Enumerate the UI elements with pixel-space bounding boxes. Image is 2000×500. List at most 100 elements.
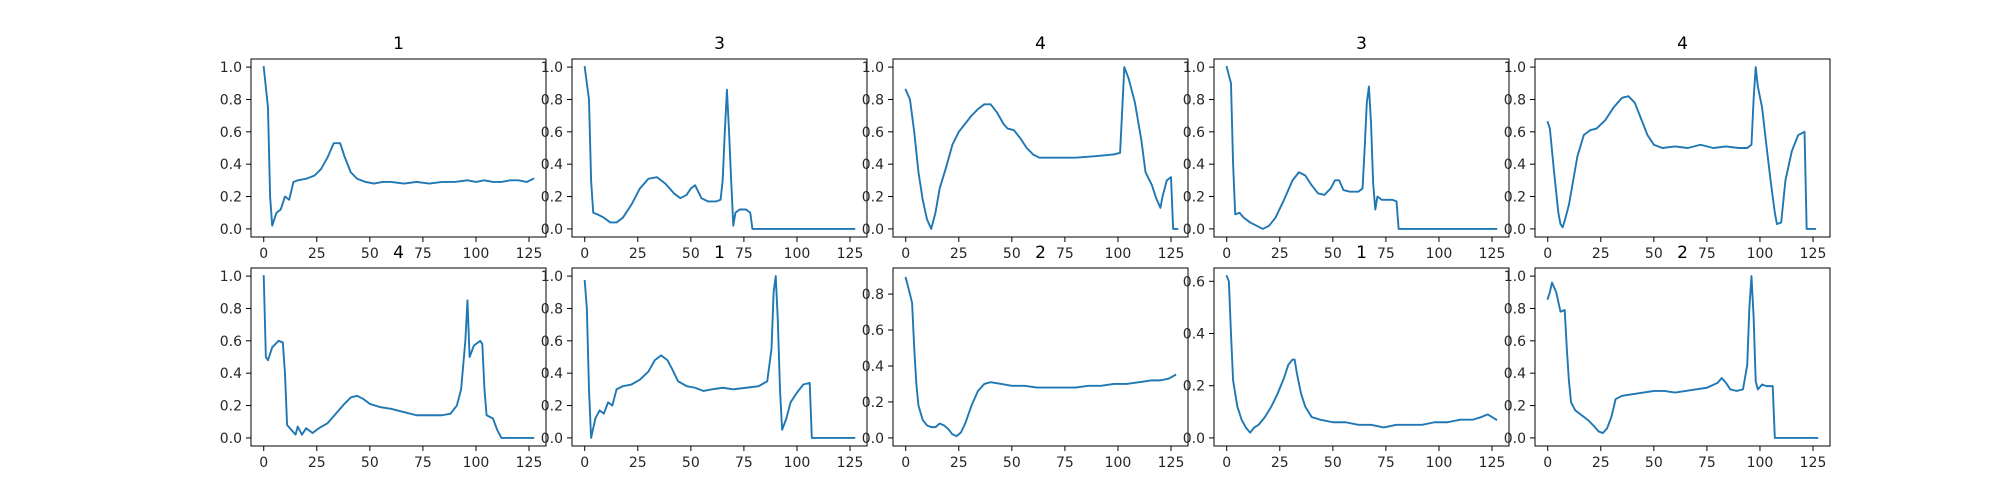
x-tick-label: 125 — [516, 455, 543, 471]
y-tick-label: 0.0 — [541, 222, 563, 238]
y-tick-label: 0.2 — [220, 399, 242, 415]
x-tick-label: 100 — [1426, 455, 1453, 471]
y-tick-label: 0.8 — [220, 301, 242, 317]
series-line — [1225, 274, 1498, 434]
subplot-title: 4 — [393, 243, 404, 263]
axes-frame — [892, 267, 1189, 447]
subplot-3: 0 25 50 75 100 125 0.0 0.2 0.4 0.6 0.8 1.0 4 — [862, 34, 1189, 262]
series-line — [583, 66, 856, 230]
y-tick-label: 1.0 — [541, 269, 563, 285]
x-tick-label: 75 — [414, 246, 432, 262]
y-tick-label: 0.0 — [1183, 431, 1205, 447]
axes-frame — [1534, 267, 1831, 447]
x-tick-label: 25 — [1271, 246, 1289, 262]
series-line — [583, 275, 856, 439]
x-tick-label: 125 — [837, 246, 864, 262]
subplot-title: 4 — [1035, 34, 1046, 54]
y-tick-label: 0.8 — [862, 287, 884, 303]
y-tick-label: 0.0 — [220, 431, 242, 447]
y-tick-label: 1.0 — [220, 60, 242, 76]
x-tick-label: 25 — [629, 455, 647, 471]
y-tick-label: 0.2 — [220, 190, 242, 206]
y-tick-label: 0.2 — [1183, 190, 1205, 206]
x-tick-label: 25 — [1271, 455, 1289, 471]
series-line — [1225, 65, 1498, 230]
x-tick-label: 50 — [1003, 455, 1021, 471]
x-tick-label: 50 — [1324, 246, 1342, 262]
x-tick-label: 0 — [580, 455, 589, 471]
x-tick-label: 0 — [1543, 246, 1552, 262]
x-tick-label: 25 — [308, 455, 326, 471]
y-tick-label: 0.0 — [862, 222, 884, 238]
subplot-title: 4 — [1677, 34, 1688, 54]
x-tick-label: 100 — [1747, 246, 1774, 262]
x-tick-label: 100 — [463, 455, 490, 471]
x-tick-label: 100 — [1426, 246, 1453, 262]
x-tick-label: 100 — [784, 246, 811, 262]
x-tick-label: 50 — [682, 455, 700, 471]
x-tick-label: 75 — [1698, 246, 1716, 262]
y-tick-label: 0.2 — [862, 395, 884, 411]
subplot-5: 0 25 50 75 100 125 0.0 0.2 0.4 0.6 0.8 1.0 4 — [1504, 34, 1831, 262]
subplot-title: 2 — [1677, 243, 1688, 263]
x-tick-label: 0 — [1222, 455, 1231, 471]
y-tick-label: 0.4 — [862, 359, 884, 375]
y-tick-label: 0.8 — [862, 92, 884, 108]
x-tick-label: 50 — [361, 246, 379, 262]
y-tick-label: 0.2 — [1183, 379, 1205, 395]
x-tick-label: 0 — [1222, 246, 1231, 262]
y-tick-label: 0.8 — [1183, 92, 1205, 108]
y-tick-label: 1.0 — [1504, 269, 1526, 285]
axes-frame — [1213, 267, 1510, 447]
x-tick-label: 50 — [1324, 455, 1342, 471]
y-tick-label: 0.4 — [541, 366, 563, 382]
x-tick-label: 125 — [837, 455, 864, 471]
x-tick-label: 25 — [1592, 455, 1610, 471]
axes-frame — [571, 267, 868, 447]
y-tick-label: 0.0 — [220, 222, 242, 238]
y-tick-label: 1.0 — [1183, 60, 1205, 76]
y-tick-label: 0.4 — [862, 157, 884, 173]
x-tick-label: 0 — [580, 246, 589, 262]
x-tick-label: 50 — [361, 455, 379, 471]
subplot-9: 0 25 50 75 100 125 0.0 0.2 0.4 0.6 1 — [1183, 243, 1510, 471]
subplot-7: 0 25 50 75 100 125 0.0 0.2 0.4 0.6 0.8 1.0 1 — [541, 243, 868, 471]
y-tick-label: 0.2 — [541, 399, 563, 415]
subplot-10: 0 25 50 75 100 125 0.0 0.2 0.4 0.6 0.8 1.0 2 — [1504, 243, 1831, 471]
y-tick-label: 0.0 — [1183, 222, 1205, 238]
x-tick-label: 25 — [1592, 246, 1610, 262]
x-tick-label: 100 — [1105, 246, 1132, 262]
y-tick-label: 0.6 — [1183, 274, 1205, 290]
y-tick-label: 0.6 — [1504, 125, 1526, 141]
x-tick-label: 125 — [516, 246, 543, 262]
subplot-title: 3 — [714, 34, 725, 54]
y-tick-label: 0.4 — [1183, 327, 1205, 343]
x-tick-label: 0 — [259, 455, 268, 471]
x-tick-label: 0 — [901, 246, 910, 262]
y-tick-label: 0.8 — [1504, 301, 1526, 317]
x-tick-label: 100 — [463, 246, 490, 262]
x-tick-label: 100 — [1105, 455, 1132, 471]
x-tick-label: 75 — [1377, 455, 1395, 471]
y-tick-label: 0.6 — [220, 125, 242, 141]
axes-frame — [1213, 58, 1510, 238]
y-tick-label: 0.2 — [862, 190, 884, 206]
x-tick-label: 75 — [1377, 246, 1395, 262]
x-tick-label: 50 — [682, 246, 700, 262]
y-tick-label: 0.2 — [541, 190, 563, 206]
subplot-title: 1 — [1356, 243, 1367, 263]
y-tick-label: 0.8 — [1504, 92, 1526, 108]
y-tick-label: 0.6 — [862, 323, 884, 339]
axes-frame — [250, 267, 547, 447]
x-tick-label: 100 — [1747, 455, 1774, 471]
y-tick-label: 1.0 — [220, 269, 242, 285]
x-tick-label: 75 — [735, 455, 753, 471]
x-tick-label: 25 — [950, 455, 968, 471]
x-tick-label: 25 — [950, 246, 968, 262]
x-tick-label: 25 — [308, 246, 326, 262]
subplot-6: 0 25 50 75 100 125 0.0 0.2 0.4 0.6 0.8 1.0 4 — [220, 243, 547, 471]
x-tick-label: 125 — [1479, 455, 1506, 471]
y-tick-label: 0.6 — [541, 334, 563, 350]
series-line — [262, 66, 535, 227]
subplot-title: 1 — [393, 34, 404, 54]
